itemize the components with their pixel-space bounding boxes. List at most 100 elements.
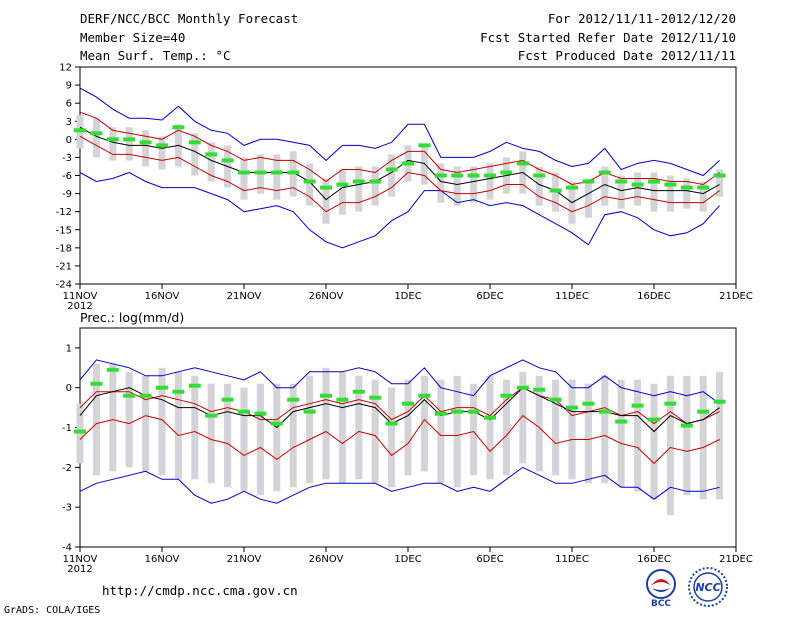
prec-spread-box bbox=[125, 371, 133, 468]
temp-observed-marker bbox=[402, 161, 414, 166]
prec-x-tick-label: 16DEC bbox=[637, 554, 671, 565]
temp-y-tick-label: -9 bbox=[62, 189, 72, 200]
temp-spread-box bbox=[207, 142, 215, 182]
prec-subtitle: Prec.: log(mm/d) bbox=[80, 310, 184, 325]
temp-observed-marker bbox=[139, 140, 152, 145]
prec-spread-box bbox=[371, 379, 379, 484]
prec-observed-marker bbox=[90, 381, 103, 386]
prec-observed-marker bbox=[418, 393, 431, 398]
temp-x-tick-label: 6DEC bbox=[476, 291, 503, 302]
temp-spread-box bbox=[158, 136, 166, 170]
prec-observed-marker bbox=[648, 417, 660, 422]
temp-spread-box bbox=[699, 181, 707, 212]
prec-spread-box bbox=[207, 383, 215, 484]
prec-spread-box bbox=[601, 375, 609, 484]
prec-observed-marker bbox=[369, 395, 382, 400]
prec-spread-box bbox=[617, 379, 625, 488]
prec-observed-marker bbox=[598, 409, 611, 414]
prec-spread-box bbox=[453, 375, 461, 488]
temp-spread-box bbox=[617, 175, 625, 209]
temp-spread-box bbox=[125, 127, 133, 161]
prec-observed-marker bbox=[615, 419, 628, 424]
temp-observed-marker bbox=[484, 173, 496, 178]
temp-x-tick-label: 11DEC bbox=[555, 291, 589, 302]
temp-spread-box bbox=[535, 166, 543, 206]
temp-observed-marker bbox=[106, 137, 119, 142]
prec-observed-marker bbox=[139, 393, 152, 398]
temp-observed-marker bbox=[697, 185, 710, 190]
prec-median-line bbox=[79, 387, 720, 433]
prec-spread-box bbox=[109, 363, 117, 472]
temp-observed-marker bbox=[664, 182, 677, 187]
prec-observed-marker bbox=[188, 383, 201, 388]
prec-observed-marker bbox=[123, 393, 136, 398]
bcc-logo-graphic: BCC bbox=[646, 569, 676, 609]
prec-spread-box bbox=[535, 375, 543, 472]
bcc-logo: BCC bbox=[640, 568, 682, 609]
prec-year-label: 2012 bbox=[67, 564, 92, 575]
grads-credit: GrADS: COLA/IGES bbox=[4, 605, 101, 616]
prec-spread-box bbox=[552, 379, 560, 476]
temp-observed-marker bbox=[566, 185, 578, 190]
prec-observed-marker bbox=[582, 401, 595, 406]
temp-observed-marker bbox=[418, 143, 431, 148]
temp-observed-marker bbox=[188, 140, 201, 145]
bcc-logo-text: BCC bbox=[651, 599, 671, 608]
temp-year-label: 2012 bbox=[67, 301, 92, 312]
forecast-started-date: Fcst Started Refer Date 2012/11/10 bbox=[480, 30, 736, 45]
prec-spread-box bbox=[174, 371, 182, 480]
temp-y-tick-label: 12 bbox=[59, 63, 72, 74]
prec-spread-box bbox=[388, 387, 396, 488]
temp-spread-box bbox=[470, 166, 478, 203]
temp-observed-marker bbox=[369, 179, 382, 184]
temp-x-tick-label: 16NOV bbox=[145, 291, 180, 302]
temp-median-line bbox=[79, 126, 720, 204]
prec-observed-marker bbox=[713, 399, 726, 404]
temp-observed-marker bbox=[205, 152, 218, 157]
ncc-logo: NCC bbox=[684, 566, 732, 608]
temp-y-tick-label: -3 bbox=[62, 153, 72, 164]
prec-observed-marker bbox=[434, 411, 447, 416]
temp-spread-box bbox=[240, 157, 248, 200]
prec-min-line bbox=[79, 466, 720, 504]
variable-label: Mean Surf. Temp.: °C bbox=[80, 48, 231, 63]
prec-spread-box bbox=[240, 387, 248, 492]
temp-observed-marker bbox=[221, 158, 234, 163]
prec-spread-box bbox=[306, 375, 314, 484]
prec-spread-box bbox=[650, 383, 658, 500]
prec-spread-box bbox=[584, 383, 592, 484]
prec-spread-box bbox=[158, 367, 166, 476]
prec-observed-marker bbox=[270, 421, 283, 426]
prec-y-tick-label: -4 bbox=[62, 543, 72, 554]
temp-observed-marker bbox=[500, 170, 513, 175]
prec-spread-box bbox=[420, 375, 428, 472]
prec-lower-quartile-line bbox=[79, 414, 720, 465]
temp-spread-box bbox=[650, 172, 658, 212]
prec-x-tick-label: 16NOV bbox=[145, 554, 180, 565]
temp-spread-box bbox=[666, 175, 674, 212]
temp-spread-box bbox=[716, 169, 724, 197]
prec-observed-marker bbox=[385, 421, 398, 426]
prec-observed-marker bbox=[352, 389, 365, 394]
prec-observed-marker bbox=[664, 401, 677, 406]
prec-observed-marker bbox=[303, 409, 316, 414]
prec-observed-marker bbox=[74, 429, 86, 434]
source-url[interactable]: http://cmdp.ncc.cma.gov.cn bbox=[102, 583, 298, 598]
prec-observed-marker bbox=[205, 413, 218, 418]
prec-observed-marker bbox=[549, 397, 562, 402]
temp-observed-marker bbox=[713, 173, 726, 178]
temp-observed-marker bbox=[582, 179, 595, 184]
temp-observed-marker bbox=[287, 170, 300, 175]
temp-observed-marker bbox=[123, 137, 136, 142]
prec-observed-marker bbox=[254, 411, 267, 416]
temp-observed-marker bbox=[385, 167, 398, 172]
temp-spread-box bbox=[437, 163, 445, 203]
temp-y-tick-label: -15 bbox=[56, 225, 72, 236]
temp-y-tick-label: -18 bbox=[56, 243, 72, 254]
temp-observed-marker bbox=[352, 179, 365, 184]
temp-y-tick-label: 9 bbox=[66, 81, 72, 92]
temp-x-tick-label: 11NOV bbox=[63, 291, 98, 302]
prec-spread-box bbox=[486, 375, 494, 480]
temp-observed-marker bbox=[270, 170, 283, 175]
prec-spread-box bbox=[519, 371, 527, 464]
